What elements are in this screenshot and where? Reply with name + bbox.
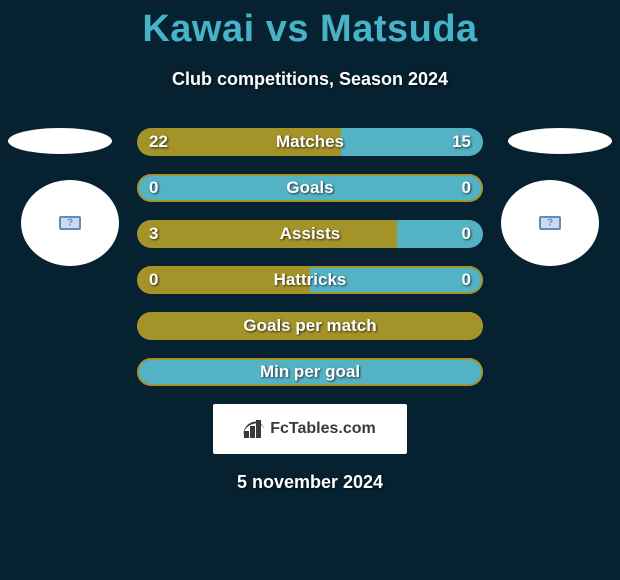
logo-chart-icon — [244, 420, 266, 438]
stat-row: Goals 0 0 — [137, 174, 483, 202]
stat-label: Min per goal — [260, 362, 360, 382]
player-left-oval — [8, 128, 112, 154]
stat-row: Matches 22 15 — [137, 128, 483, 156]
player-right-avatar — [501, 180, 599, 266]
stat-row: Goals per match — [137, 312, 483, 340]
placeholder-icon — [539, 216, 561, 230]
stat-value-left: 3 — [149, 224, 158, 244]
placeholder-icon — [59, 216, 81, 230]
stat-row: Hattricks 0 0 — [137, 266, 483, 294]
stat-label: Assists — [280, 224, 340, 244]
stat-row: Min per goal — [137, 358, 483, 386]
stat-value-right: 0 — [462, 178, 471, 198]
player-right-oval — [508, 128, 612, 154]
stat-label: Goals — [286, 178, 333, 198]
stat-value-left: 22 — [149, 132, 168, 152]
stat-label: Goals per match — [243, 316, 376, 336]
fctables-logo: FcTables.com — [213, 404, 407, 454]
stat-bars: Matches2215Goals00Assists30Hattricks00Go… — [137, 128, 483, 386]
stat-value-right: 15 — [452, 132, 471, 152]
stat-label: Matches — [276, 132, 344, 152]
comparison-main: Matches2215Goals00Assists30Hattricks00Go… — [0, 128, 620, 386]
date-label: 5 november 2024 — [0, 472, 620, 493]
stat-value-left: 0 — [149, 178, 158, 198]
stat-label: Hattricks — [274, 270, 347, 290]
stat-row: Assists 3 0 — [137, 220, 483, 248]
stat-value-right: 0 — [462, 270, 471, 290]
player-left-avatar — [21, 180, 119, 266]
stat-value-right: 0 — [462, 224, 471, 244]
logo-text: FcTables.com — [270, 420, 376, 438]
page-title: Kawai vs Matsuda — [0, 0, 620, 51]
stat-fill-left — [137, 220, 397, 248]
subtitle: Club competitions, Season 2024 — [0, 69, 620, 90]
stat-value-left: 0 — [149, 270, 158, 290]
